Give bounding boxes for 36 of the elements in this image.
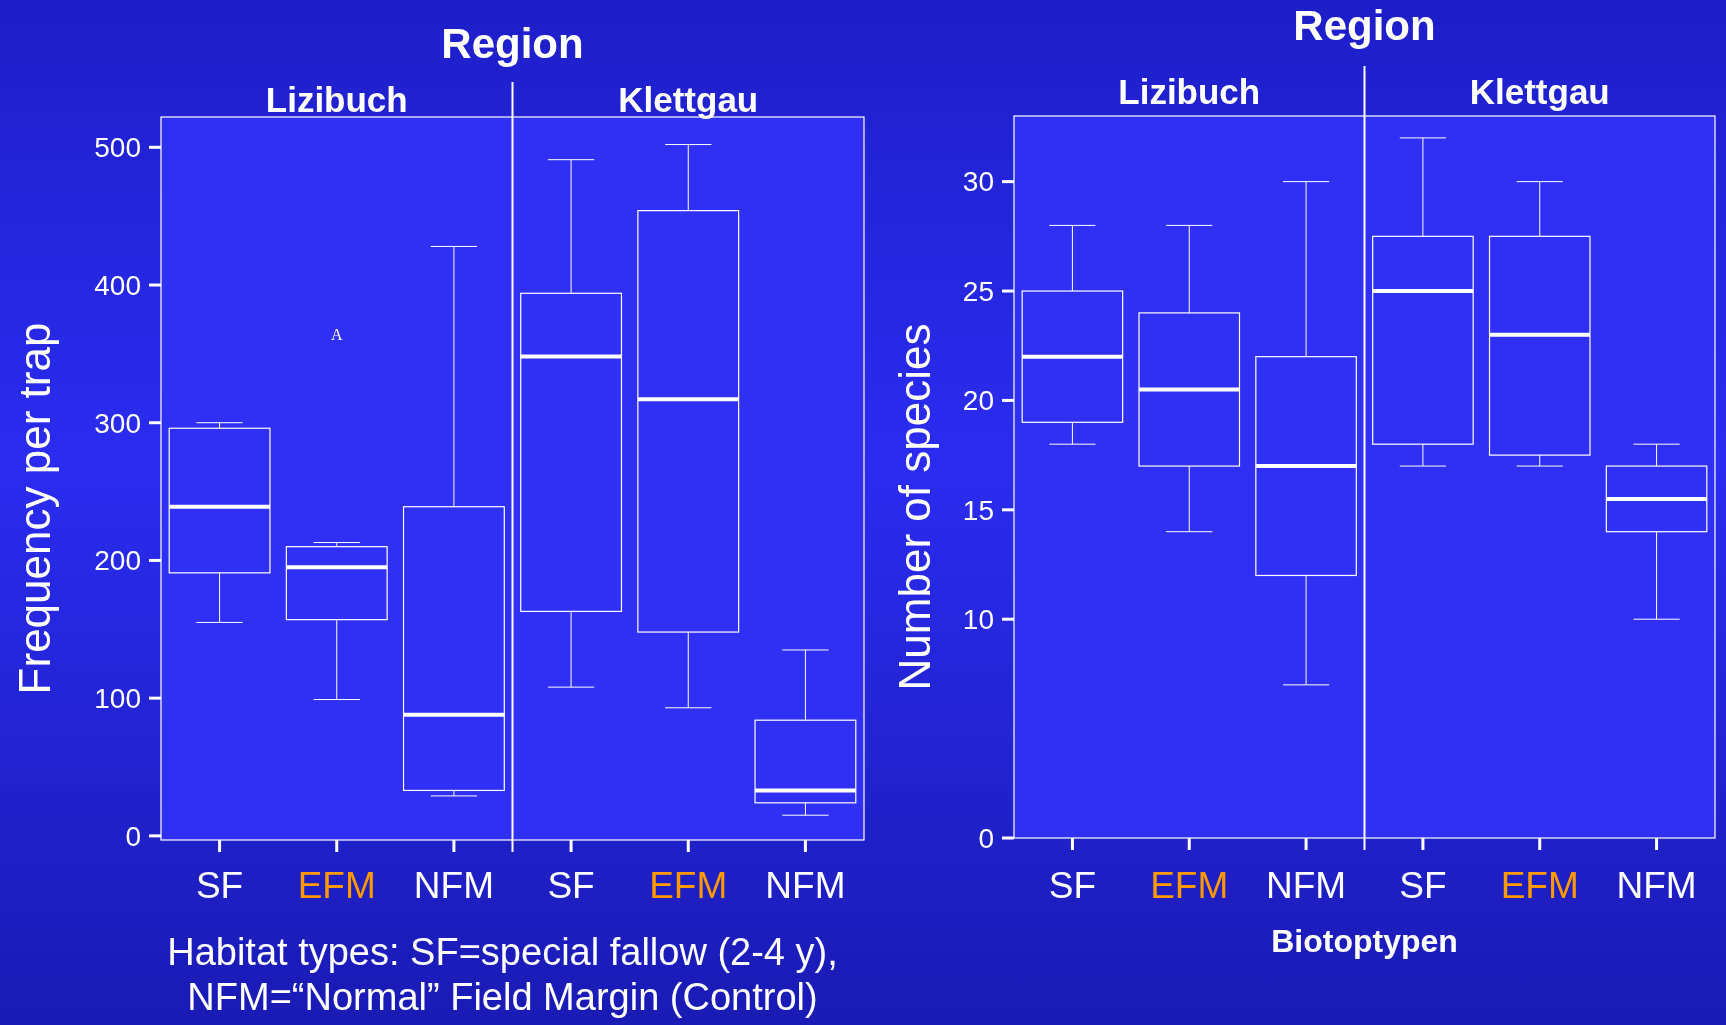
y-tick-label: 0 xyxy=(125,820,141,852)
x-tick-label: EFM xyxy=(649,865,728,906)
x-tick-label: EFM xyxy=(1150,865,1229,906)
chart-title: Region xyxy=(441,20,584,67)
y-axis-title: Frequency per trap xyxy=(10,322,59,695)
x-tick-label: NFM xyxy=(413,865,494,906)
x-tick-label: SF xyxy=(547,865,595,906)
x-axis-title: Biotoptypen xyxy=(1271,923,1458,959)
text: Habitat types: SF=special fallow (2-4 y), xyxy=(167,931,838,973)
annotation: Lizibuch xyxy=(265,80,408,119)
x-tick-label: NFM xyxy=(1616,865,1697,906)
text: Lizibuch xyxy=(1118,72,1261,111)
y-tick-label: 0 xyxy=(978,822,994,854)
y-tick-label: 20 xyxy=(962,385,994,417)
x-tick-label: NFM xyxy=(1266,865,1347,906)
x-tick-label: EFM xyxy=(297,865,376,906)
x-tick-label: SF xyxy=(1399,865,1447,906)
y-tick-label: 10 xyxy=(962,604,994,636)
x-tick-label: SF xyxy=(195,865,244,906)
x-tick-label: EFM xyxy=(1500,865,1579,906)
y-tick-label: 25 xyxy=(962,275,994,307)
text: Klettgau xyxy=(1469,72,1610,111)
y-tick-label: 400 xyxy=(94,269,141,301)
text: NFM=“Normal” Field Margin (Control) xyxy=(187,976,818,1018)
x-tick-label: SF xyxy=(1048,865,1097,906)
x-tick-label: NFM xyxy=(765,865,846,906)
y-tick-label: 100 xyxy=(94,682,141,714)
y-tick-label: 300 xyxy=(94,407,141,439)
annotation: Klettgau xyxy=(618,80,759,119)
y-tick-label: 500 xyxy=(94,132,141,164)
annotation: A xyxy=(330,325,343,343)
y-tick-label: 15 xyxy=(962,494,994,526)
y-axis-title: Number of species xyxy=(890,323,939,691)
y-tick-label: 200 xyxy=(94,545,141,577)
chart-title: Region xyxy=(1293,2,1436,49)
y-tick-label: 30 xyxy=(962,166,994,198)
